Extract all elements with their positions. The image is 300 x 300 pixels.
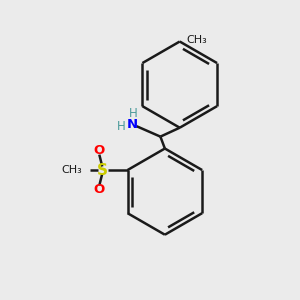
Text: S: S	[97, 163, 108, 178]
Text: N: N	[127, 118, 138, 131]
Text: CH₃: CH₃	[186, 35, 207, 45]
Text: CH₃: CH₃	[61, 165, 82, 175]
Text: O: O	[94, 144, 105, 157]
Text: O: O	[94, 183, 105, 196]
Text: H: H	[129, 107, 138, 120]
Text: H: H	[116, 120, 125, 133]
